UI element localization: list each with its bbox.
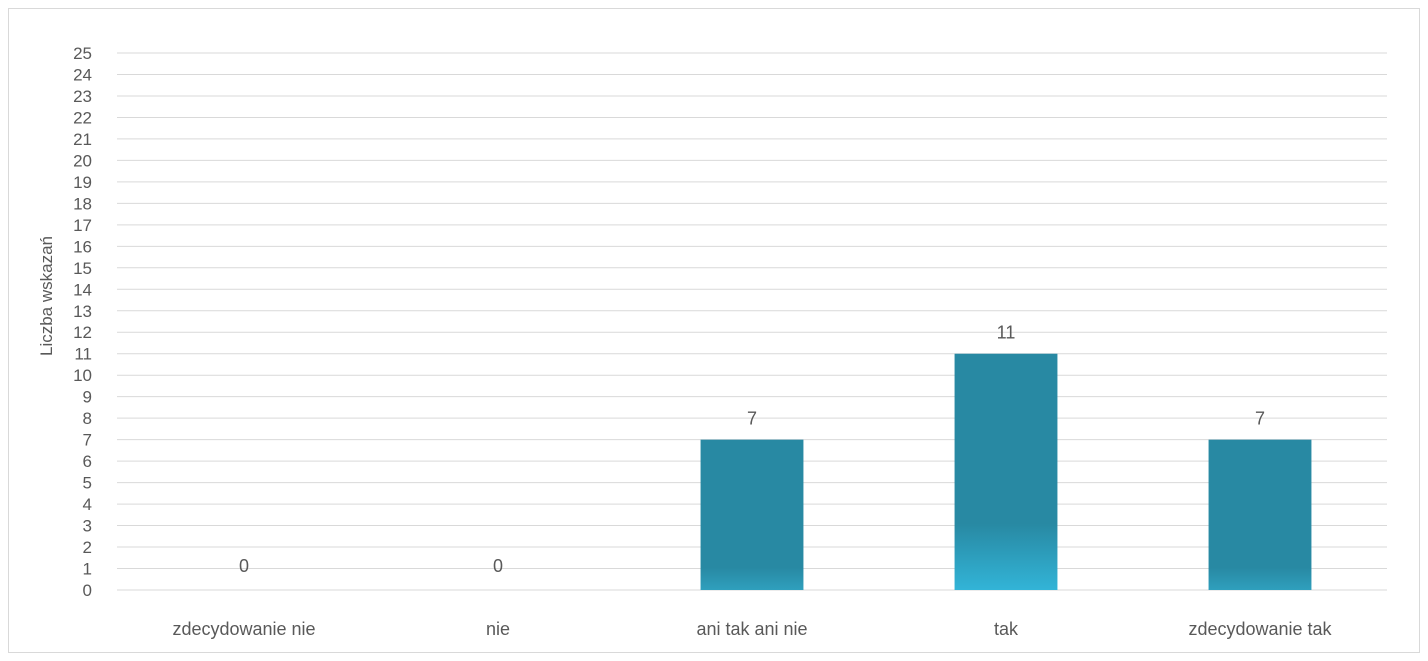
data-label: 7 [1255,409,1265,429]
y-tick-label: 14 [73,280,92,299]
data-label: 11 [997,323,1016,343]
bar [700,439,804,590]
x-category-label: tak [994,619,1019,639]
y-tick-label: 5 [83,474,92,493]
y-tick-label: 8 [83,409,92,428]
x-category-label: zdecydowanie tak [1188,619,1332,639]
y-tick-label: 0 [83,581,92,600]
bar [1208,439,1312,590]
x-category-label: ani tak ani nie [696,619,807,639]
y-tick-label: 17 [73,216,92,235]
y-tick-label: 20 [73,151,92,170]
y-tick-label: 18 [73,194,92,213]
y-tick-label: 12 [73,323,92,342]
x-category-label: zdecydowanie nie [172,619,315,639]
y-tick-label: 11 [74,345,92,364]
y-tick-label: 10 [73,366,92,385]
y-tick-label: 24 [73,65,92,84]
x-category-label: nie [486,619,510,639]
y-tick-label: 15 [73,259,92,278]
y-axis-title: Liczba wskazań [37,236,56,356]
y-tick-label: 13 [73,302,92,321]
data-label: 7 [747,409,757,429]
y-tick-label: 19 [73,173,92,192]
y-tick-label: 2 [83,538,92,557]
data-labels: 0 0 7 11 7 [239,323,1265,576]
y-tick-label: 9 [83,388,92,407]
y-tick-label: 1 [83,560,92,579]
x-axis-categories: zdecydowanie nie nie ani tak ani nie tak zde… [172,619,1332,639]
y-axis-ticks: 0123456789101112131415161718192021222324… [73,44,92,600]
data-label: 0 [493,556,503,576]
y-tick-label: 22 [73,108,92,127]
bars [700,353,1312,590]
y-tick-label: 4 [83,495,92,514]
bar [954,353,1058,590]
y-tick-label: 21 [73,130,92,149]
y-tick-label: 23 [73,87,92,106]
y-tick-label: 16 [73,237,92,256]
y-tick-label: 25 [73,44,92,63]
y-tick-label: 7 [83,431,92,450]
gridlines [117,52,1387,591]
y-tick-label: 6 [83,452,92,471]
data-label: 0 [239,556,249,576]
y-tick-label: 3 [83,517,92,536]
